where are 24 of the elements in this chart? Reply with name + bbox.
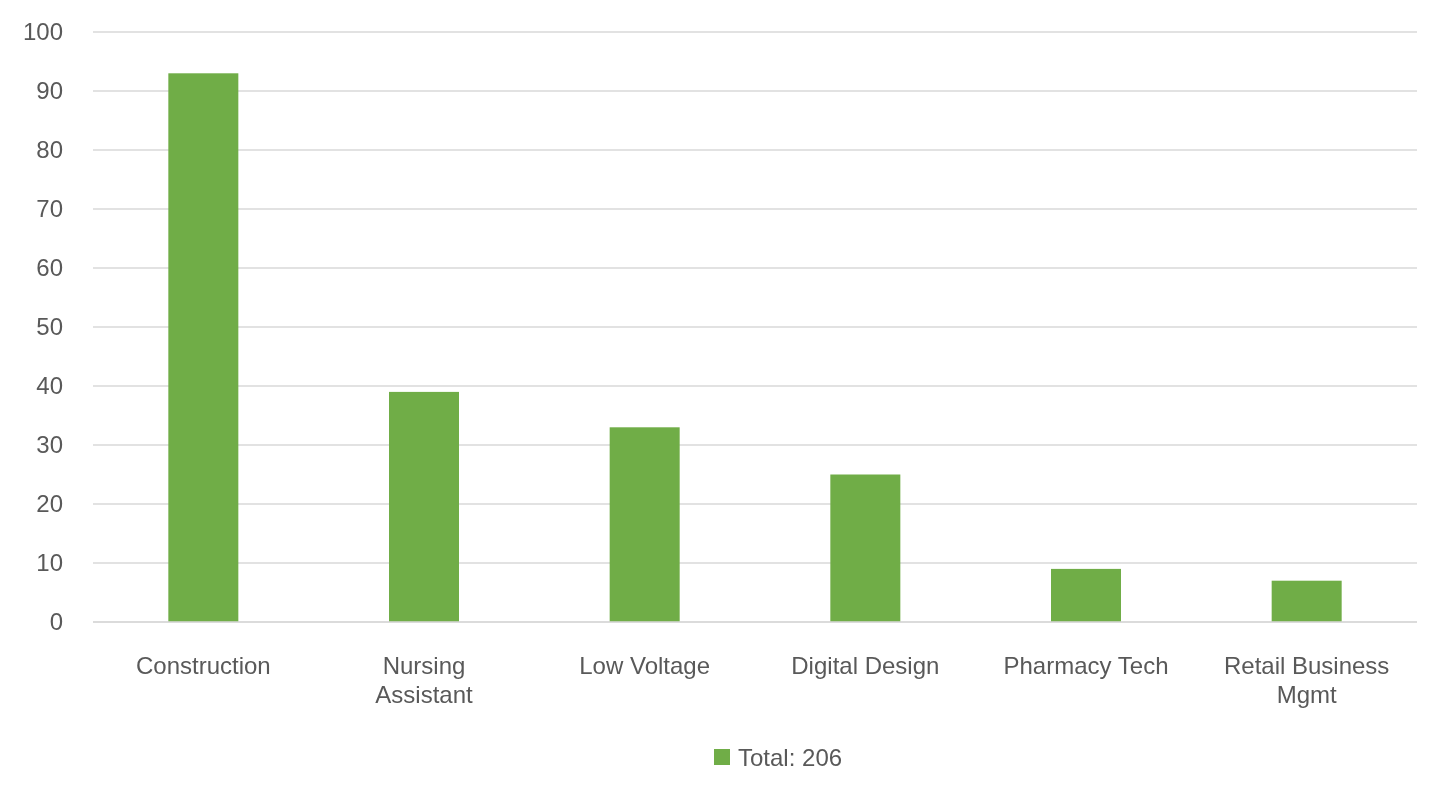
x-tick-label: Retail Business Mgmt [1223, 652, 1390, 708]
y-tick-label: 60 [36, 254, 63, 282]
y-tick-label: 70 [36, 195, 63, 223]
bar [830, 474, 901, 622]
y-tick-label: 90 [36, 77, 63, 105]
y-tick-label: 0 [49, 608, 63, 636]
bar [1271, 580, 1342, 622]
x-tick-label: Digital Design [791, 652, 940, 679]
x-tick-label: Pharmacy Tech [1003, 652, 1169, 679]
bar [389, 391, 459, 622]
bar [609, 427, 680, 622]
y-tick-label: 100 [22, 18, 63, 46]
y-tick-label: 10 [36, 549, 63, 577]
legend-label: Total: 206 [738, 744, 843, 771]
x-tick-label: Construction [135, 652, 271, 679]
x-tick-label: Nursing Assistant [375, 652, 474, 708]
y-tick-label: 40 [36, 372, 63, 400]
bar [168, 73, 239, 622]
bar [1051, 568, 1121, 622]
y-tick-label: 20 [36, 490, 63, 518]
y-tick-label: 80 [36, 136, 63, 164]
x-tick-label: Low Voltage [579, 652, 711, 679]
y-tick-label: 50 [36, 313, 63, 341]
y-tick-label: 30 [36, 431, 63, 459]
